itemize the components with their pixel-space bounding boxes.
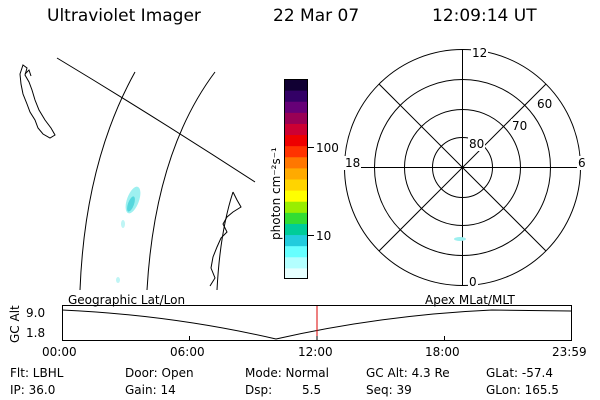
colorbar-cell [284,267,308,279]
observation-time: 12:09:14 UT [432,6,537,26]
polar-lat-70: 70 [511,119,529,133]
gc-alt-axis-title: GC Alt [8,305,22,343]
status-dsp-value: 5.5 [302,383,322,397]
status-flt: Flt: LBHL [10,366,64,380]
colorbar-cell [284,156,308,169]
gc-alt-curve [62,309,572,340]
emission-patch [116,186,141,283]
map-grid-line [146,71,216,290]
instrument-title: Ultraviolet Imager [47,6,201,26]
colorbar-tick-10: 10 [316,229,332,243]
colorbar-cell [284,245,308,258]
polar-mlt-18: 18 [344,156,362,170]
colorbar-cell [284,90,308,102]
colorbar-cell [284,123,308,136]
geographic-map [19,57,256,290]
colorbar-cell [284,201,308,213]
polar-mlt-12: 12 [471,46,489,60]
polar-plot [344,49,581,286]
status-glon: GLon: 165.5 [486,383,559,397]
colorbar-cell [284,134,308,147]
map-grid-line [56,57,256,183]
gc-alt-tick-low: 1.8 [26,326,46,340]
colorbar-cell [284,101,308,113]
status-seq: Seq: 39 [366,383,412,397]
colorbar-cell [284,167,308,180]
x-tick-2359: 23:59 [552,345,587,359]
colorbar-label: photon cm⁻²s⁻¹ [269,147,283,240]
polar-emission [454,237,466,241]
status-ip: IP: 36.0 [10,383,56,397]
colorbar-tick-mark [308,235,314,236]
x-tick-0600: 06:00 [170,345,205,359]
polar-diagonal [378,83,547,252]
map-grid-line [79,71,136,290]
x-tick-1800: 18:00 [425,345,460,359]
status-door: Door: Open [125,366,194,380]
x-tick-0000: 00:00 [42,345,77,359]
colorbar-cell [284,234,308,247]
colorbar-cell [284,145,308,158]
x-tick-1200: 12:00 [298,345,333,359]
colorbar-tick-mark [308,147,314,148]
status-gain: Gain: 14 [125,383,176,397]
colorbar-cell [284,79,308,91]
polar-lat-80: 80 [468,137,486,151]
coastline [19,64,56,139]
colorbar-cell [284,212,308,224]
coastline [209,191,242,287]
coastline [24,69,32,77]
status-gc-alt: GC Alt: 4.3 Re [366,366,450,380]
status-dsp-label: Dsp: [245,383,273,397]
gc-alt-plot [62,305,572,341]
geo-latlon-label: Geographic Lat/Lon [68,293,186,307]
colorbar-cell [284,190,308,202]
colorbar-cell [284,256,308,269]
gc-alt-tick-high: 9.0 [26,306,46,320]
polar-lat-60: 60 [536,97,554,111]
colorbar-cell [284,112,308,124]
colorbar [284,79,308,279]
polar-mlt-6: 6 [577,156,587,170]
observation-date: 22 Mar 07 [273,6,360,26]
colorbar-tick-100: 100 [316,141,339,155]
colorbar-cell [284,179,308,191]
colorbar-cell [284,223,308,236]
status-glat: GLat: -57.4 [486,366,553,380]
polar-mlt-0: 0 [468,275,478,289]
status-mode: Mode: Normal [245,366,329,380]
apex-mlat-label: Apex MLat/MLT [425,293,515,307]
